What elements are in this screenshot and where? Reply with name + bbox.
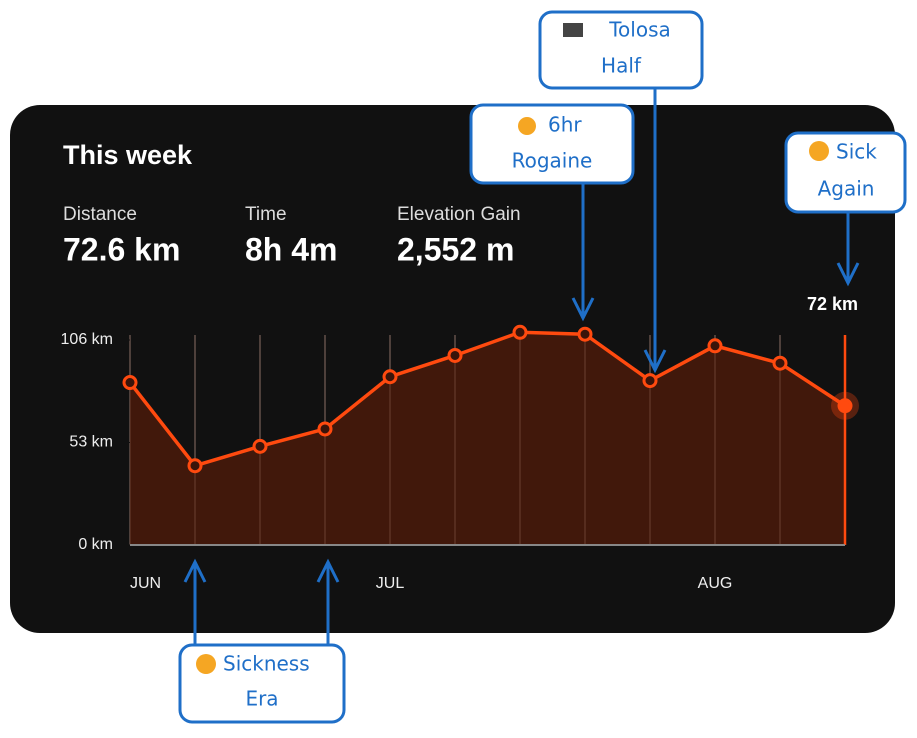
stat-label: Elevation Gain	[397, 204, 521, 225]
annotation-text: Again	[818, 177, 875, 201]
stat-label: Distance	[63, 204, 137, 225]
arrow-head	[836, 262, 860, 287]
x-tick-label: JUL	[376, 575, 405, 592]
point	[252, 438, 268, 454]
icon	[196, 654, 216, 674]
point	[447, 347, 463, 363]
point	[187, 458, 203, 474]
card-title: This week	[63, 140, 193, 170]
point	[577, 326, 593, 342]
icon	[809, 141, 829, 161]
annotation-text: 6hr	[548, 113, 582, 137]
point	[512, 324, 528, 340]
x-tick-label: AUG	[698, 575, 733, 592]
plot: 72 km 0 km 53 km 106 km JUN JUL AUG	[61, 294, 859, 592]
annotation-text: Tolosa	[608, 18, 671, 42]
annotation-text: Era	[245, 687, 278, 711]
y-tick-label: 53 km	[69, 434, 113, 451]
point	[382, 369, 398, 385]
y-tick-label: 0 km	[78, 536, 113, 553]
icon	[518, 117, 536, 135]
line	[128, 330, 846, 468]
annotation-box	[178, 643, 346, 724]
annotation-text: Rogaine	[512, 149, 593, 173]
annotation-box	[469, 103, 635, 185]
arrow-head	[571, 297, 595, 322]
annotation-text: Sick	[836, 140, 877, 164]
point	[772, 355, 788, 371]
arrow-head	[183, 558, 207, 583]
area	[130, 332, 845, 545]
data-label: 72 km	[807, 294, 858, 314]
stat-value: 72.6 km	[63, 231, 180, 267]
point	[707, 338, 723, 354]
icon	[563, 23, 583, 37]
point	[317, 421, 333, 437]
point	[837, 398, 853, 414]
arrow-head	[643, 349, 667, 374]
stat-value: 2,552 m	[397, 231, 514, 267]
point	[642, 373, 658, 389]
stat-value: 8h 4m	[245, 231, 337, 267]
point	[122, 375, 138, 391]
arrow-head	[316, 558, 340, 583]
annotation-text: Half	[601, 54, 642, 78]
annotation-text: Sickness	[223, 652, 310, 676]
stat-label: Time	[245, 204, 287, 225]
annotations	[178, 10, 907, 724]
x-tick-label: JUN	[130, 575, 161, 592]
y-tick-label: 106 km	[61, 331, 113, 348]
